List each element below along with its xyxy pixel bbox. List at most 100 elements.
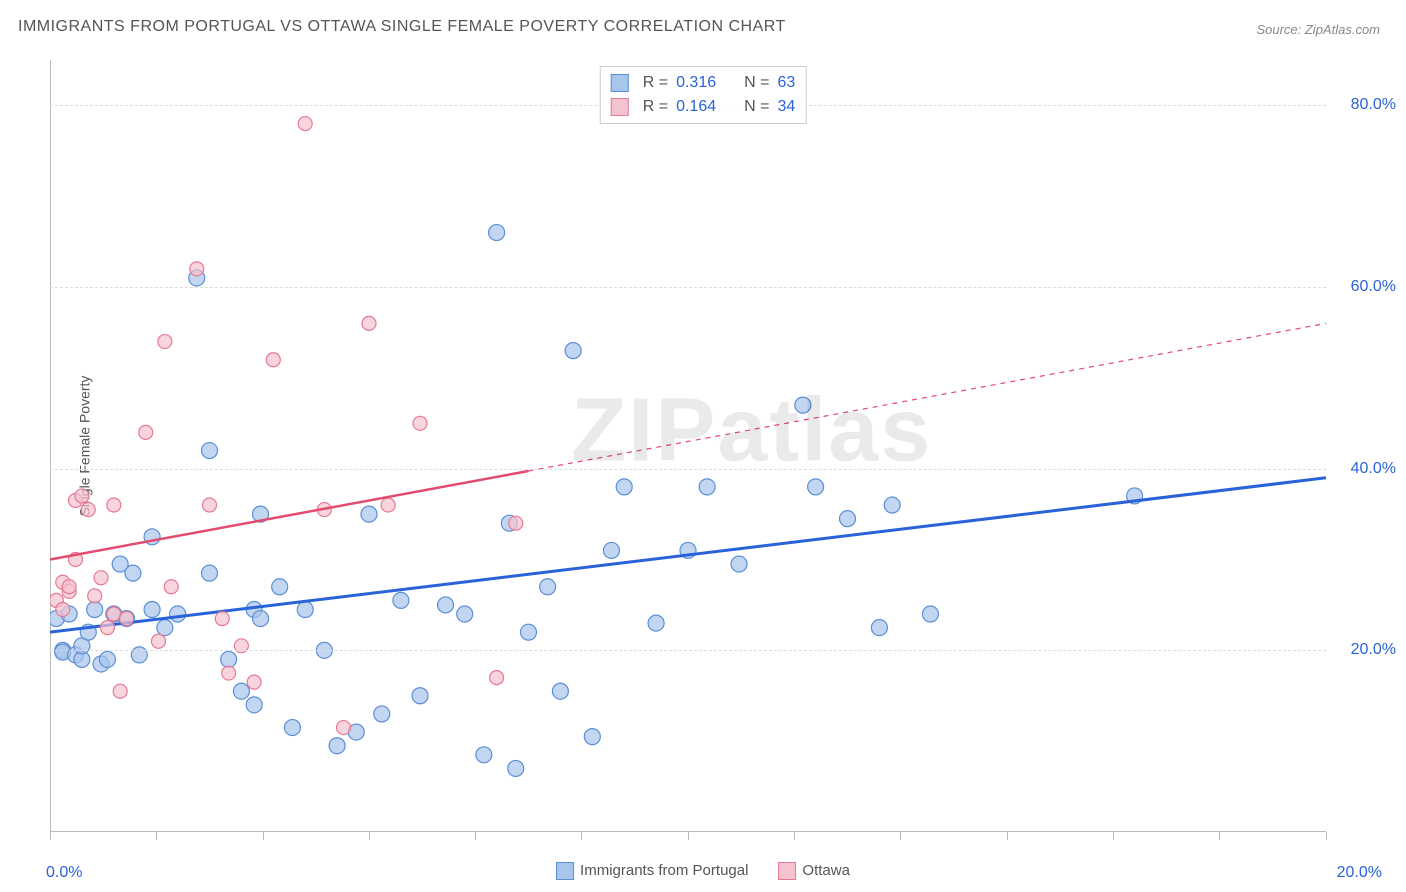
x-tick xyxy=(369,832,370,840)
series-legend-label: Ottawa xyxy=(802,862,850,879)
scatter-point-ottawa xyxy=(190,262,204,276)
scatter-point-ottawa xyxy=(88,589,102,603)
legend-row-portugal: R = 0.316 N = 63 xyxy=(611,71,796,95)
x-tick xyxy=(475,832,476,840)
legend-swatch-portugal xyxy=(611,74,629,92)
scatter-point-ottawa xyxy=(298,117,312,131)
scatter-point-portugal xyxy=(603,542,619,558)
scatter-point-ottawa xyxy=(509,516,523,530)
scatter-point-portugal xyxy=(584,729,600,745)
x-tick xyxy=(688,832,689,840)
plot-area: ZIPatlas 20.0%40.0%60.0%80.0% xyxy=(50,60,1326,832)
scatter-point-portugal xyxy=(246,697,262,713)
scatter-point-portugal xyxy=(253,611,269,627)
scatter-point-portugal xyxy=(840,511,856,527)
scatter-point-portugal xyxy=(374,706,390,722)
y-tick-label: 20.0% xyxy=(1336,641,1396,659)
legend-n-label: N = xyxy=(744,71,769,95)
x-tick xyxy=(581,832,582,840)
x-tick xyxy=(50,832,51,840)
scatter-point-portugal xyxy=(476,747,492,763)
gridline xyxy=(50,650,1326,651)
scatter-point-portugal xyxy=(157,620,173,636)
chart-title: IMMIGRANTS FROM PORTUGAL VS OTTAWA SINGL… xyxy=(18,18,786,36)
scatter-point-ottawa xyxy=(107,498,121,512)
scatter-point-ottawa xyxy=(164,580,178,594)
scatter-point-portugal xyxy=(457,606,473,622)
scatter-point-portugal xyxy=(648,615,664,631)
scatter-point-ottawa xyxy=(203,498,217,512)
scatter-point-portugal xyxy=(489,225,505,241)
scatter-point-ottawa xyxy=(56,602,70,616)
legend-r-value: 0.316 xyxy=(676,71,716,95)
source-attribution: Source: ZipAtlas.com xyxy=(1256,22,1380,37)
scatter-point-portugal xyxy=(438,597,454,613)
legend-n-value: 63 xyxy=(777,71,795,95)
legend-r-label: R = xyxy=(643,71,668,95)
scatter-point-portugal xyxy=(699,479,715,495)
scatter-point-ottawa xyxy=(94,571,108,585)
scatter-point-portugal xyxy=(272,579,288,595)
scatter-point-ottawa xyxy=(381,498,395,512)
regression-line-ottawa xyxy=(50,471,529,560)
scatter-point-portugal xyxy=(616,479,632,495)
scatter-point-ottawa xyxy=(100,621,114,635)
legend-swatch-ottawa xyxy=(611,98,629,116)
scatter-point-ottawa xyxy=(75,489,89,503)
y-tick-label: 80.0% xyxy=(1336,96,1396,114)
scatter-point-portugal xyxy=(412,688,428,704)
scatter-point-ottawa xyxy=(413,416,427,430)
chart-container: IMMIGRANTS FROM PORTUGAL VS OTTAWA SINGL… xyxy=(0,0,1406,892)
x-tick xyxy=(1113,832,1114,840)
scatter-point-portugal xyxy=(884,497,900,513)
scatter-point-ottawa xyxy=(113,684,127,698)
scatter-point-portugal xyxy=(808,479,824,495)
scatter-point-ottawa xyxy=(81,503,95,517)
scatter-point-portugal xyxy=(284,720,300,736)
y-tick-label: 60.0% xyxy=(1336,278,1396,296)
scatter-point-ottawa xyxy=(215,612,229,626)
legend-r-label: R = xyxy=(643,95,668,119)
scatter-point-portugal xyxy=(393,592,409,608)
scatter-point-portugal xyxy=(795,397,811,413)
legend-row-ottawa: R =0.164N =34 xyxy=(611,95,796,119)
scatter-point-portugal xyxy=(233,683,249,699)
x-tick xyxy=(900,832,901,840)
legend-n-value: 34 xyxy=(777,95,795,119)
x-tick xyxy=(1326,832,1327,840)
regression-line-dashed-ottawa xyxy=(529,323,1327,471)
series-legend: Immigrants from Portugal Ottawa xyxy=(556,862,850,880)
correlation-legend: R =0.316N =63R =0.164N =34 xyxy=(600,66,807,124)
scatter-point-portugal xyxy=(144,601,160,617)
scatter-point-ottawa xyxy=(336,721,350,735)
scatter-point-ottawa xyxy=(139,425,153,439)
scatter-point-portugal xyxy=(202,443,218,459)
x-tick xyxy=(1007,832,1008,840)
x-axis-min-label: 0.0% xyxy=(46,864,82,882)
scatter-point-portugal xyxy=(170,606,186,622)
regression-line-portugal xyxy=(50,478,1326,632)
scatter-point-portugal xyxy=(99,651,115,667)
scatter-point-ottawa xyxy=(247,675,261,689)
legend-n-label: N = xyxy=(744,95,769,119)
scatter-point-ottawa xyxy=(266,353,280,367)
scatter-point-ottawa xyxy=(107,607,121,621)
scatter-point-portugal xyxy=(202,565,218,581)
scatter-point-portugal xyxy=(540,579,556,595)
scatter-point-portugal xyxy=(922,606,938,622)
x-tick xyxy=(263,832,264,840)
scatter-point-ottawa xyxy=(362,316,376,330)
scatter-point-ottawa xyxy=(151,634,165,648)
scatter-point-portugal xyxy=(565,343,581,359)
x-tick xyxy=(1219,832,1220,840)
scatter-point-portugal xyxy=(221,651,237,667)
scatter-point-ottawa xyxy=(158,335,172,349)
scatter-point-portugal xyxy=(731,556,747,572)
scatter-point-portugal xyxy=(329,738,345,754)
scatter-point-portugal xyxy=(87,601,103,617)
series-legend-item-portugal: Immigrants from Portugal xyxy=(556,862,748,880)
gridline xyxy=(50,469,1326,470)
scatter-point-portugal xyxy=(131,647,147,663)
x-tick xyxy=(156,832,157,840)
y-tick-label: 40.0% xyxy=(1336,460,1396,478)
